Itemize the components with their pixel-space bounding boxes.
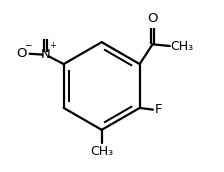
Text: CH₃: CH₃ <box>170 40 194 52</box>
Text: O: O <box>16 47 27 60</box>
Text: +: + <box>50 41 56 50</box>
Text: O: O <box>147 12 158 25</box>
Text: CH₃: CH₃ <box>90 145 113 158</box>
Text: N: N <box>41 48 50 61</box>
Text: F: F <box>155 103 162 116</box>
Text: −: − <box>24 40 31 49</box>
